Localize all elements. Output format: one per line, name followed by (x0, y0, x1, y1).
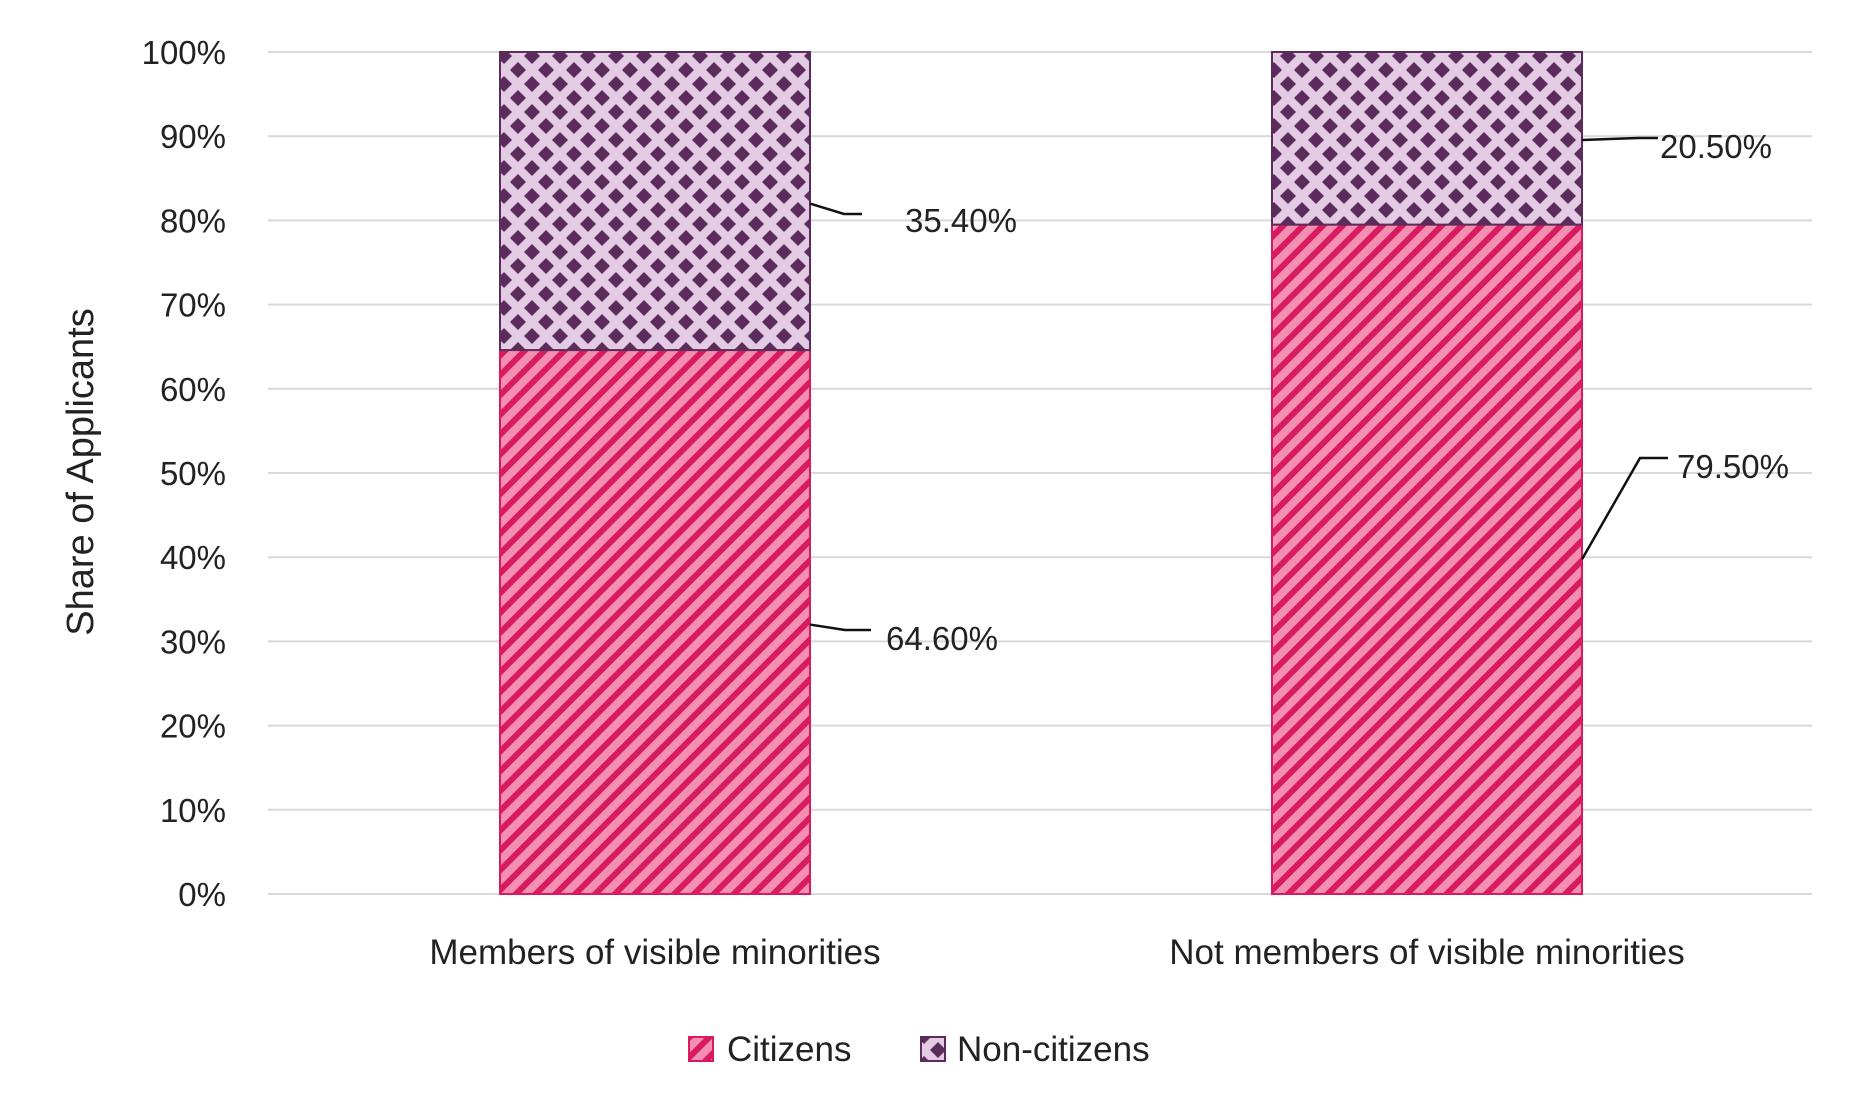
y-tick-label: 50% (160, 455, 226, 492)
data-label: 64.60% (886, 620, 998, 657)
bar-citizens-1 (499, 349, 811, 895)
bar-non-citizens-1 (499, 51, 811, 352)
y-tick-label: 10% (160, 792, 226, 829)
y-tick-label: 40% (160, 539, 226, 576)
y-tick-label: 0% (178, 876, 226, 913)
legend-item-citizens: Citizens (688, 1030, 851, 1069)
bar-citizens-2 (1271, 223, 1583, 896)
data-labels: 64.60% 35.40% 79.50% 20.50% (809, 128, 1789, 657)
y-tick-label: 100% (142, 34, 226, 71)
legend-swatch (688, 1036, 714, 1062)
y-axis-ticks: 0% 10% 20% 30% 40% 50% 60% 70% 80% 90% 100% (142, 34, 226, 913)
legend: Citizens Non-citizens (688, 1030, 1150, 1069)
x-axis-categories: Members of visible minorities Not members… (429, 933, 1684, 972)
y-tick-label: 60% (160, 371, 226, 408)
y-tick-label: 90% (160, 118, 226, 155)
leader-line (1580, 456, 1668, 560)
data-label: 20.50% (1660, 128, 1772, 165)
x-category-label: Not members of visible minorities (1169, 933, 1684, 972)
legend-item-non-citizens: Non-citizens (920, 1030, 1150, 1069)
leader-line (809, 623, 871, 632)
y-tick-label: 70% (160, 287, 226, 324)
y-tick-label: 30% (160, 623, 226, 660)
bars (499, 51, 1583, 896)
y-tick-label: 80% (160, 202, 226, 239)
leader-line (809, 202, 862, 216)
y-tick-label: 20% (160, 708, 226, 745)
x-category-label: Members of visible minorities (429, 933, 880, 972)
leader-line (1581, 136, 1658, 142)
legend-label: Citizens (727, 1030, 851, 1069)
data-label: 79.50% (1677, 448, 1789, 485)
legend-swatch (920, 1036, 946, 1062)
data-label: 35.40% (905, 202, 1017, 239)
bar-non-citizens-2 (1271, 51, 1583, 226)
legend-label: Non-citizens (957, 1030, 1150, 1069)
y-axis-title: Share of Applicants (60, 308, 102, 635)
